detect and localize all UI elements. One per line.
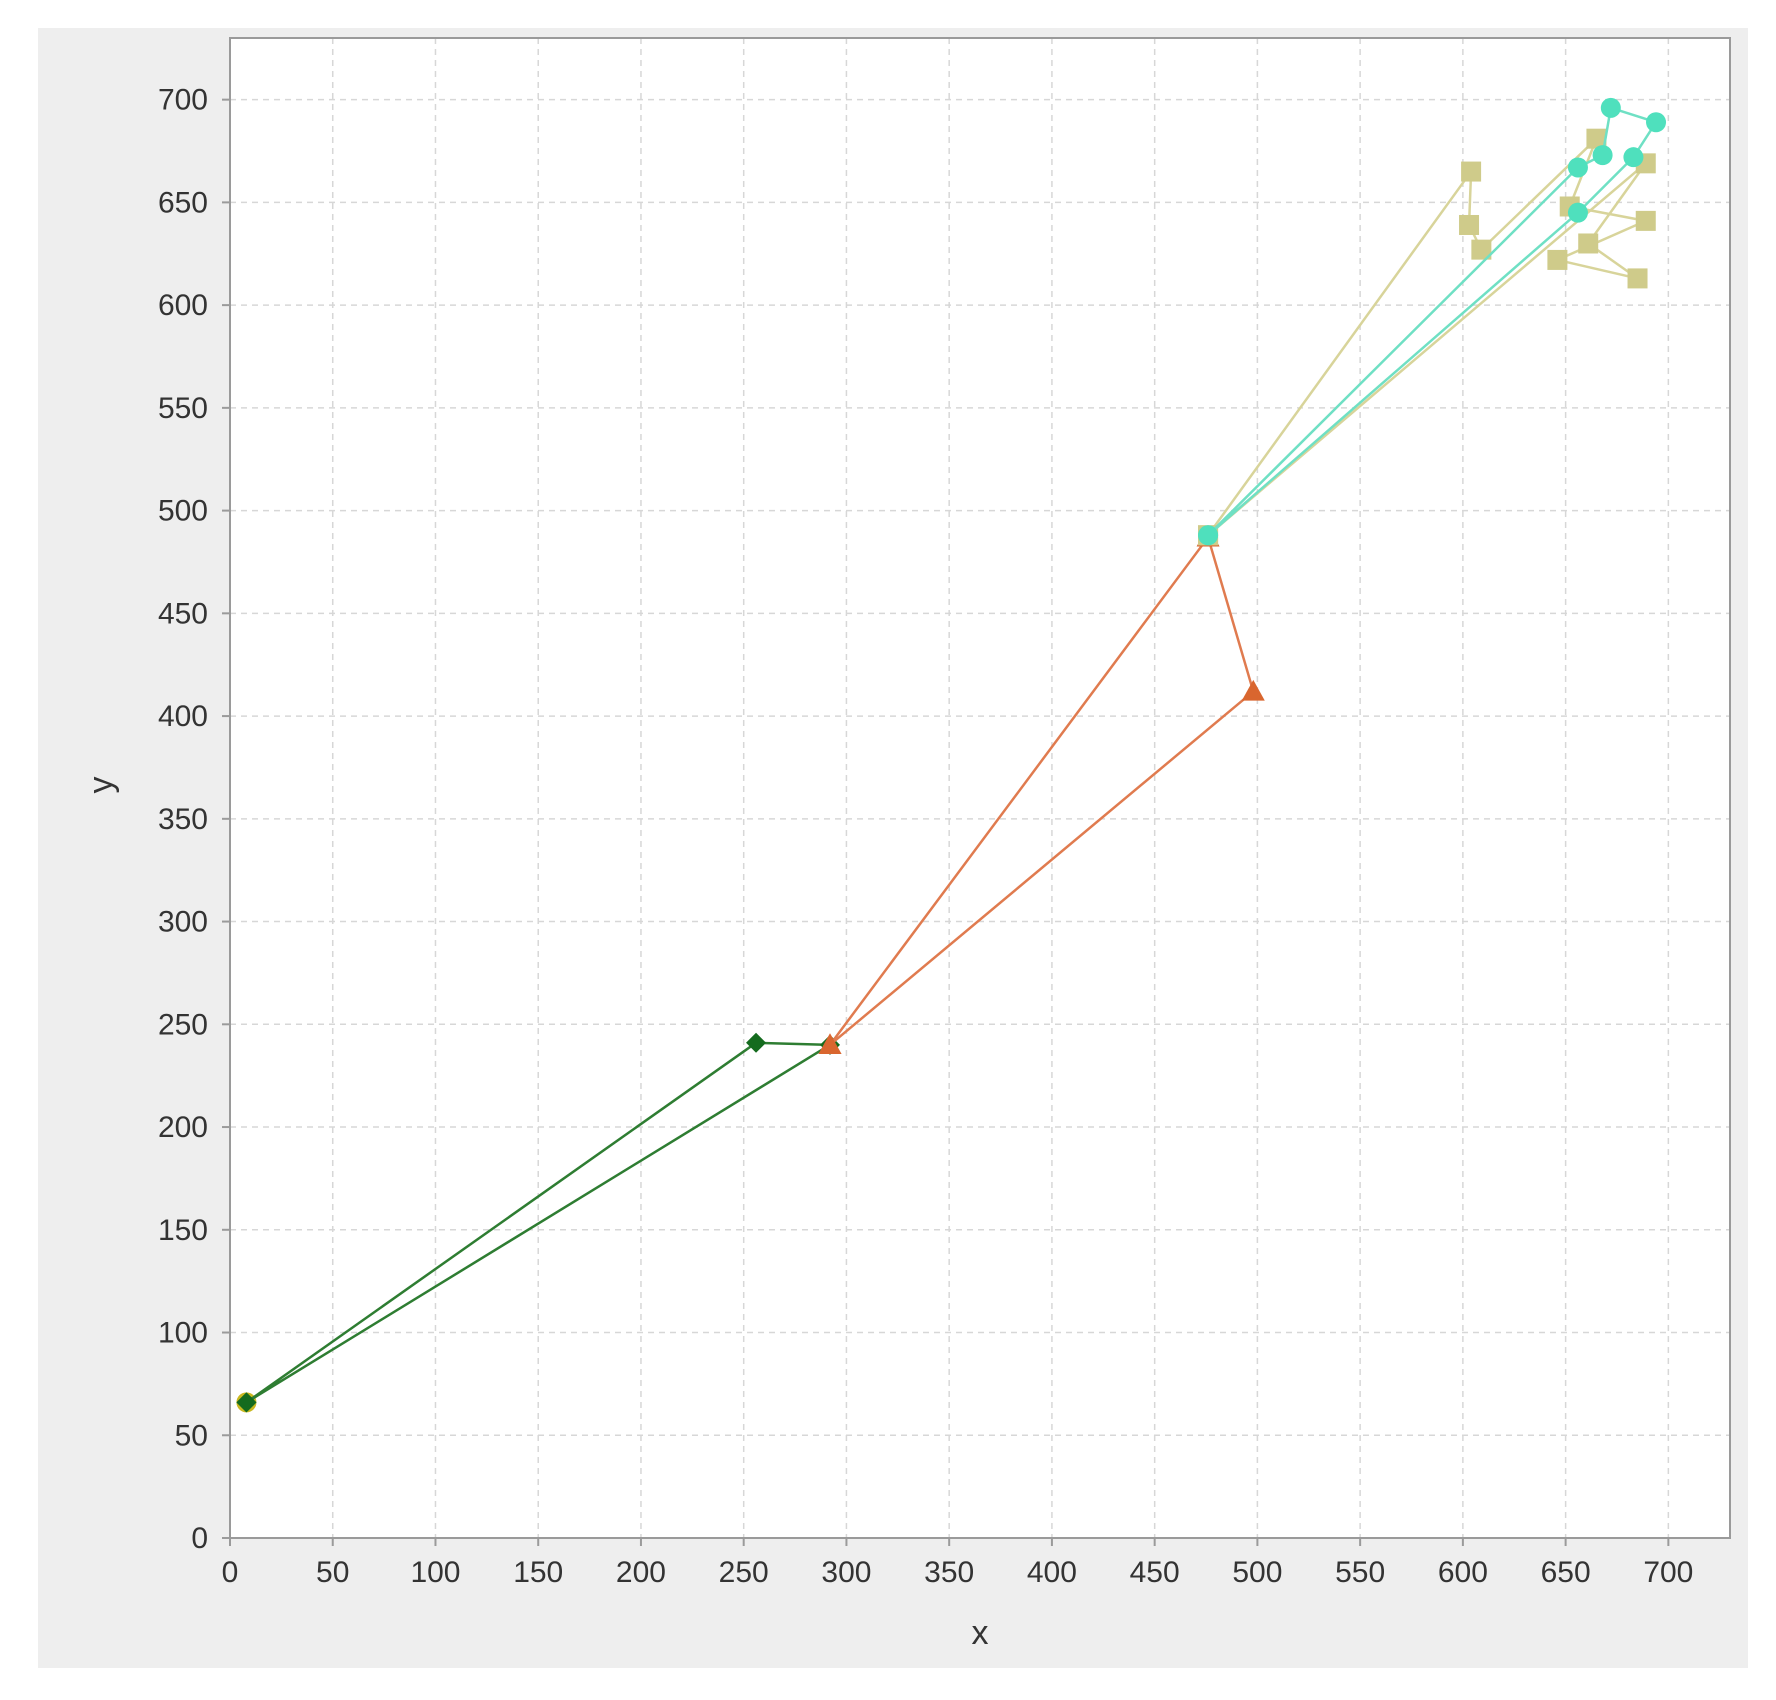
y-tick-label: 250 bbox=[158, 1008, 208, 1041]
series-4-point bbox=[1646, 112, 1667, 133]
series-4-point bbox=[1567, 202, 1588, 223]
x-tick-label: 400 bbox=[1027, 1556, 1077, 1589]
x-tick-label: 350 bbox=[924, 1556, 974, 1589]
series-2-point bbox=[818, 1033, 842, 1055]
y-tick-label: 450 bbox=[158, 597, 208, 630]
series-1-line bbox=[245, 1041, 832, 1404]
series-1-point bbox=[746, 1032, 767, 1053]
y-tick-label: 650 bbox=[158, 186, 208, 219]
y-axis-title: y bbox=[82, 777, 120, 794]
x-tick-label: 50 bbox=[316, 1556, 349, 1589]
x-tick-label: 100 bbox=[410, 1556, 460, 1589]
x-tick-label: 300 bbox=[821, 1556, 871, 1589]
series-4-point bbox=[1592, 145, 1613, 166]
series-3-point bbox=[1471, 239, 1492, 260]
x-axis-title: x bbox=[972, 1614, 989, 1652]
y-tick-label: 400 bbox=[158, 700, 208, 733]
y-tick-label: 150 bbox=[158, 1214, 208, 1247]
x-tick-label: 550 bbox=[1335, 1556, 1385, 1589]
series-3-point bbox=[1459, 214, 1480, 235]
x-tick-label: 200 bbox=[616, 1556, 666, 1589]
series-4-point bbox=[1623, 147, 1644, 168]
y-tick-label: 350 bbox=[158, 803, 208, 836]
series-layer bbox=[236, 97, 1667, 1413]
series-2-line bbox=[828, 536, 1255, 1046]
y-tick-label: 700 bbox=[158, 84, 208, 117]
y-tick-label: 500 bbox=[158, 495, 208, 528]
y-tick-label: 300 bbox=[158, 906, 208, 939]
series-3-point bbox=[1635, 210, 1656, 231]
y-tick-label: 600 bbox=[158, 289, 208, 322]
x-tick-label: 0 bbox=[222, 1556, 239, 1589]
series-4-point bbox=[1567, 157, 1588, 178]
series-3-point bbox=[1461, 161, 1482, 182]
x-tick-label: 700 bbox=[1643, 1556, 1693, 1589]
series-3-point bbox=[1547, 249, 1568, 270]
y-tick-label: 100 bbox=[158, 1317, 208, 1350]
plot-border bbox=[229, 37, 1731, 1539]
series-3-point bbox=[1627, 268, 1648, 289]
plot-area bbox=[230, 38, 1730, 1538]
tick-labels: 0 50 100 150 200 250 300 350 400 450 500 550 600 650 7… bbox=[158, 84, 1693, 1589]
x-tick-label: 250 bbox=[719, 1556, 769, 1589]
series-3-point bbox=[1586, 128, 1607, 149]
y-tick-label: 200 bbox=[158, 1111, 208, 1144]
series-3-point bbox=[1578, 233, 1599, 254]
series-4 bbox=[1198, 97, 1667, 546]
x-tick-label: 600 bbox=[1438, 1556, 1488, 1589]
series-4-point bbox=[1198, 525, 1219, 546]
x-tick-label: 500 bbox=[1232, 1556, 1282, 1589]
y-tick-label: 50 bbox=[175, 1419, 208, 1452]
series-2-point bbox=[1241, 679, 1265, 701]
y-tick-label: 0 bbox=[191, 1522, 208, 1555]
series-4-point bbox=[1600, 97, 1621, 118]
x-tick-label: 450 bbox=[1130, 1556, 1180, 1589]
x-tick-label: 150 bbox=[513, 1556, 563, 1589]
grid-lines bbox=[229, 38, 1730, 1539]
x-tick-label: 650 bbox=[1541, 1556, 1591, 1589]
series-1-point bbox=[236, 1392, 257, 1413]
y-tick-label: 550 bbox=[158, 392, 208, 425]
